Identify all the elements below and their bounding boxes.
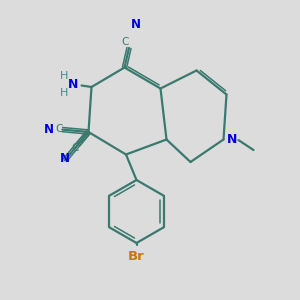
Text: C: C [71, 143, 79, 153]
Text: Br: Br [128, 250, 145, 262]
Text: H: H [60, 88, 69, 98]
Text: C: C [55, 124, 62, 134]
Text: N: N [227, 133, 238, 146]
Text: C: C [122, 38, 129, 47]
Text: N: N [44, 123, 54, 136]
Text: N: N [130, 19, 141, 32]
Text: N: N [60, 152, 70, 165]
Text: N: N [68, 78, 79, 91]
Text: H: H [60, 71, 69, 81]
